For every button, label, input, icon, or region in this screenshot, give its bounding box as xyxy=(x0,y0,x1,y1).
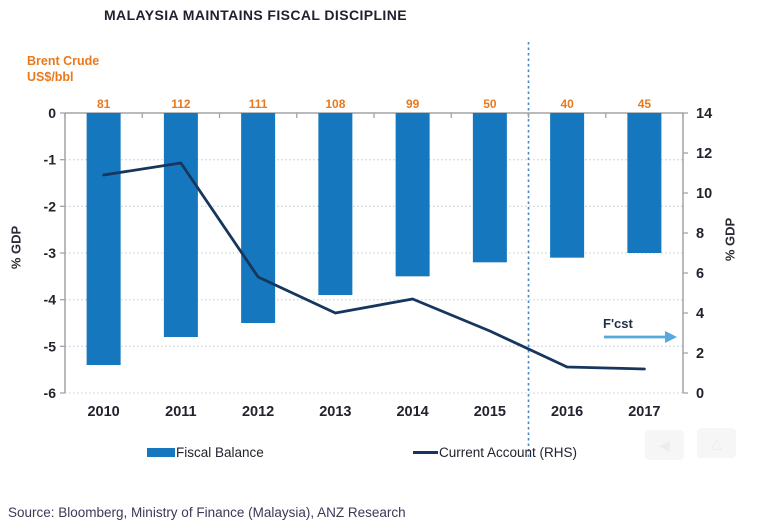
brent-crude-label-line1: Brent Crude xyxy=(27,54,100,68)
left-axis-tick-label: -1 xyxy=(44,152,57,168)
brent-label-2016: 40 xyxy=(560,97,574,111)
bar-2016 xyxy=(550,113,585,258)
left-axis-tick-labels: 0 -1 -2 -3 -4 -5 -6 xyxy=(44,105,65,401)
right-axis-tick-labels: 14 12 10 8 6 4 2 0 xyxy=(683,106,712,402)
left-axis-tick-label: -2 xyxy=(44,198,57,214)
brent-label-2014: 99 xyxy=(406,97,420,111)
left-axis-tick-label: -4 xyxy=(44,292,57,308)
x-label-2010: 2010 xyxy=(87,404,119,420)
bar-2011 xyxy=(163,113,198,337)
brent-label-2012: 111 xyxy=(249,97,268,111)
share-icon: △ xyxy=(711,434,722,451)
brent-label-2017: 45 xyxy=(638,97,652,111)
x-label-2016: 2016 xyxy=(551,404,583,420)
legend-label-current-account: Current Account (RHS) xyxy=(439,444,578,460)
x-label-2015: 2015 xyxy=(474,404,506,420)
legend: Fiscal Balance Current Account (RHS) xyxy=(0,442,768,464)
right-axis-tick-label: 14 xyxy=(696,106,712,122)
right-axis-tick-label: 8 xyxy=(696,226,704,242)
right-axis-tick-label: 10 xyxy=(696,186,712,202)
faded-bookmark-button[interactable]: ◀ xyxy=(645,430,684,460)
bar-2013 xyxy=(318,113,353,295)
x-label-2011: 2011 xyxy=(165,404,196,420)
x-label-2014: 2014 xyxy=(396,404,428,420)
right-axis-tick-label: 12 xyxy=(696,146,712,162)
fiscal-balance-swatch-icon xyxy=(147,447,175,457)
bar-2014 xyxy=(395,113,430,277)
brent-crude-label-line2: US$/bbl xyxy=(27,70,74,84)
left-axis-title: % GDP xyxy=(8,225,24,270)
left-axis-tick-label: -5 xyxy=(44,338,57,354)
x-label-2013: 2013 xyxy=(319,404,351,420)
current-account-swatch-icon xyxy=(413,450,438,454)
brent-label-2013: 108 xyxy=(325,97,345,111)
right-axis-title: % GDP xyxy=(722,217,738,262)
source-attribution: Source: Bloomberg, Ministry of Finance (… xyxy=(8,505,406,520)
gridlines xyxy=(65,159,683,394)
brent-label-2011: 112 xyxy=(171,97,191,111)
chart-title: MALAYSIA MAINTAINS FISCAL DISCIPLINE xyxy=(104,7,407,23)
left-axis-tick-label: -6 xyxy=(44,385,57,401)
brent-crude-axis-label: Brent Crude US$/bbl xyxy=(27,53,99,85)
bar-2010 xyxy=(86,113,121,365)
brent-crude-labels: 81 112 111 108 99 50 40 45 xyxy=(97,97,651,111)
left-axis-tick-label: -3 xyxy=(44,245,57,261)
bar-2015 xyxy=(472,113,507,263)
brent-label-2015: 50 xyxy=(483,97,497,111)
fiscal-balance-bars xyxy=(86,113,662,365)
left-axis-tick-label: 0 xyxy=(48,105,56,121)
faded-share-button[interactable]: △ xyxy=(697,428,736,458)
x-label-2012: 2012 xyxy=(242,404,274,420)
right-axis-tick-label: 2 xyxy=(696,346,704,362)
right-axis-tick-label: 4 xyxy=(696,306,704,322)
legend-label-fiscal-balance: Fiscal Balance xyxy=(176,444,264,460)
bookmark-icon: ◀ xyxy=(659,436,670,453)
right-axis-tick-label: 0 xyxy=(696,386,704,402)
legend-item-fiscal-balance: Fiscal Balance xyxy=(147,442,264,462)
x-axis-labels: 2010 2011 2012 2013 2014 2015 2016 2017 xyxy=(87,404,660,420)
current-account-line xyxy=(102,161,646,371)
x-label-2017: 2017 xyxy=(628,404,660,420)
legend-item-current-account: Current Account (RHS) xyxy=(413,442,577,462)
bar-2017 xyxy=(627,113,662,253)
right-axis-tick-label: 6 xyxy=(696,266,704,282)
brent-label-2010: 81 xyxy=(97,97,111,111)
bar-2012 xyxy=(241,113,276,323)
forecast-annotation: F'cst xyxy=(603,316,633,331)
forecast-arrow-icon xyxy=(604,331,677,343)
